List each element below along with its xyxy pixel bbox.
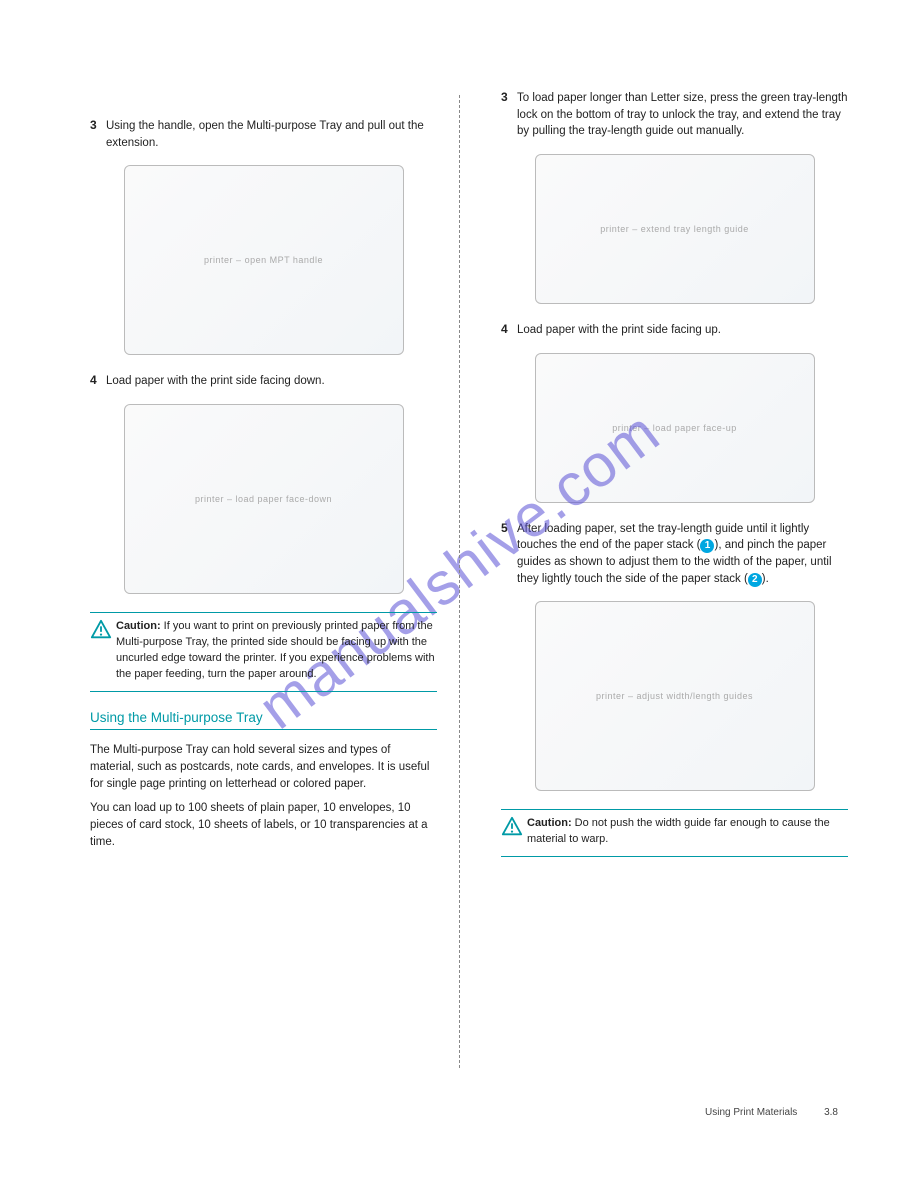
step-text: Load paper with the print side facing do… (106, 373, 325, 390)
illustration-adjust-guides: printer – adjust width/length guides (535, 601, 815, 791)
footer-page-number: 3.8 (824, 1107, 838, 1118)
footer-section: Using Print Materials (705, 1107, 797, 1118)
right-step-5: 5 After loading paper, set the tray-leng… (501, 521, 848, 588)
section-para-2: You can load up to 100 sheets of plain p… (90, 800, 437, 852)
column-divider (459, 95, 460, 1068)
section-para-1: The Multi-purpose Tray can hold several … (90, 742, 437, 794)
caution-icon (90, 619, 112, 641)
left-column: 3 Using the handle, open the Multi-purpo… (90, 90, 469, 1000)
caution-content: Caution: Do not push the width guide far… (527, 816, 848, 848)
illustration-label: printer – adjust width/length guides (596, 691, 753, 701)
caution-label: Caution: (527, 817, 572, 829)
step-number: 4 (501, 322, 517, 339)
caution-text: If you want to print on previously print… (116, 620, 435, 680)
section-heading-mpt: Using the Multi-purpose Tray (90, 710, 437, 730)
right-column: 3 To load paper longer than Letter size,… (469, 90, 848, 1000)
illustration-label: printer – extend tray length guide (600, 224, 749, 234)
caution-icon (501, 816, 523, 838)
page-footer: Using Print Materials 3.8 (705, 1107, 838, 1118)
illustration-open-mpt: printer – open MPT handle (124, 165, 404, 355)
step-5-post: ). (762, 573, 769, 585)
left-caution-box: Caution: If you want to print on previou… (90, 612, 437, 692)
illustration-label: printer – load paper face-up (612, 423, 737, 433)
callout-circle-2: 2 (748, 573, 762, 587)
illustration-extend-tray: printer – extend tray length guide (535, 154, 815, 304)
illustration-label: printer – load paper face-down (195, 494, 332, 504)
caution-content: Caution: If you want to print on previou… (116, 619, 437, 683)
illustration-label: printer – open MPT handle (204, 255, 323, 265)
step-text: After loading paper, set the tray-length… (517, 521, 848, 588)
step-number: 5 (501, 521, 517, 588)
right-step-3: 3 To load paper longer than Letter size,… (501, 90, 848, 140)
right-caution-box: Caution: Do not push the width guide far… (501, 809, 848, 857)
step-text: To load paper longer than Letter size, p… (517, 90, 848, 140)
manual-page: manualshive.com 3 Using the handle, open… (0, 0, 918, 1188)
illustration-load-paper-tray: printer – load paper face-up (535, 353, 815, 503)
left-step-3: 3 Using the handle, open the Multi-purpo… (90, 118, 437, 151)
step-number: 4 (90, 373, 106, 390)
step-text: Load paper with the print side facing up… (517, 322, 721, 339)
left-step-4: 4 Load paper with the print side facing … (90, 373, 437, 390)
caution-label: Caution: (116, 620, 161, 632)
illustration-load-paper-mpt: printer – load paper face-down (124, 404, 404, 594)
step-text: Using the handle, open the Multi-purpose… (106, 118, 437, 151)
callout-circle-1: 1 (700, 539, 714, 553)
step-number: 3 (90, 118, 106, 151)
caution-text: Do not push the width guide far enough t… (527, 817, 830, 845)
right-step-4: 4 Load paper with the print side facing … (501, 322, 848, 339)
step-number: 3 (501, 90, 517, 140)
